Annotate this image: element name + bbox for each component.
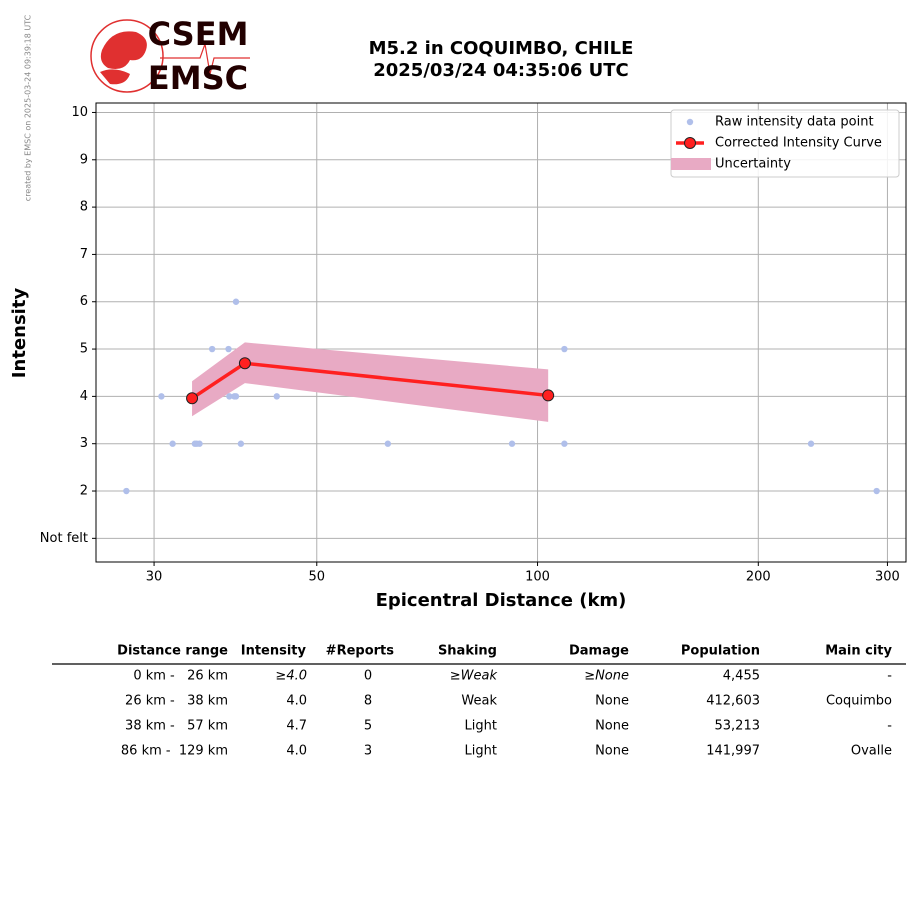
curve-point xyxy=(186,392,199,405)
y-tick-label: 3 xyxy=(80,436,88,451)
y-tick-label: 4 xyxy=(80,389,88,404)
table-cell: ≥Weak xyxy=(450,669,498,684)
x-tick-label: 300 xyxy=(875,570,900,585)
curve-point xyxy=(542,389,555,402)
table-header: Population xyxy=(681,644,760,659)
y-axis-label: Intensity xyxy=(9,288,30,379)
y-tick-label: 7 xyxy=(80,247,88,262)
table-cell: 4.0 xyxy=(286,694,307,709)
raw-point xyxy=(561,440,568,447)
logo-wave xyxy=(160,41,250,75)
legend-symbol xyxy=(671,158,711,170)
table-cell: 0 xyxy=(364,669,372,684)
table-cell: 53,213 xyxy=(715,719,761,734)
logo-ring xyxy=(90,19,164,93)
chart-title: M5.2 in COQUIMBO, CHILE xyxy=(369,38,634,59)
table-cell: Light xyxy=(465,744,497,759)
legend-symbol xyxy=(684,137,696,149)
raw-point xyxy=(384,440,392,447)
chart-subtitle: 2025/03/24 04:35:06 UTC xyxy=(373,60,629,81)
table-cell: 8 xyxy=(364,694,372,709)
table-cell: 4.0 xyxy=(286,744,307,759)
x-tick-label: 30 xyxy=(146,570,163,585)
raw-point xyxy=(232,298,240,305)
table-cell: 412,603 xyxy=(706,694,760,709)
x-axis-label: Epicentral Distance (km) xyxy=(376,590,627,611)
table-cell: 4,455 xyxy=(723,669,760,684)
table-cell: 38 km - 57 km xyxy=(125,719,228,734)
table-cell: Coquimbo xyxy=(826,694,892,709)
x-tick-label: 50 xyxy=(308,570,325,585)
plot-frame xyxy=(95,102,907,563)
table-cell: 0 km - 26 km xyxy=(133,669,228,684)
legend-label: Corrected Intensity Curve xyxy=(715,136,882,151)
logo: CSEM EMSC xyxy=(90,15,250,97)
y-tick-label: 6 xyxy=(80,294,88,309)
raw-point xyxy=(123,487,130,495)
raw-point xyxy=(508,440,516,447)
table-cell: 86 km - 129 km xyxy=(121,744,228,759)
logo-map xyxy=(100,31,147,85)
y-tick-label: 8 xyxy=(80,200,88,215)
y-tick-label: 2 xyxy=(80,484,88,499)
raw-point xyxy=(226,393,233,400)
table-cell: None xyxy=(595,719,629,734)
table-header: Main city xyxy=(825,644,892,659)
legend-label: Uncertainty xyxy=(715,157,791,172)
table-cell: Ovalle xyxy=(851,744,892,759)
table-header: Damage xyxy=(569,644,629,659)
raw-point xyxy=(873,487,880,495)
raw-point xyxy=(273,393,280,400)
table-cell: - xyxy=(887,669,892,684)
raw-point xyxy=(561,345,568,353)
table-cell: None xyxy=(595,694,629,709)
table-cell: 3 xyxy=(364,744,372,759)
logo-top: CSEM xyxy=(148,15,249,53)
table-cell: ≥4.0 xyxy=(275,669,307,684)
logo-bottom: EMSC xyxy=(148,59,248,97)
table-cell: Light xyxy=(465,719,497,734)
y-tick-label: Not felt xyxy=(40,531,88,546)
table-cell: 26 km - 38 km xyxy=(125,694,228,709)
y-tick-label: 5 xyxy=(80,342,88,357)
raw-point xyxy=(232,393,240,400)
table-header: Shaking xyxy=(438,644,497,659)
legend-label: Raw intensity data point xyxy=(715,115,874,130)
x-tick-label: 200 xyxy=(746,570,771,585)
raw-point xyxy=(237,440,245,447)
table-cell: 5 xyxy=(364,719,372,734)
uncertainty-band xyxy=(192,342,549,422)
table-cell: ≥None xyxy=(584,669,629,684)
raw-point xyxy=(169,440,176,447)
raw-point xyxy=(208,345,216,353)
credit: created by EMSC on 2025-03-24 09:39:18 U… xyxy=(24,14,33,201)
raw-point xyxy=(158,393,165,400)
table-cell: 4.7 xyxy=(286,719,307,734)
table-header: #Reports xyxy=(326,644,395,659)
table-cell: 141,997 xyxy=(706,744,760,759)
table-header: Distance range xyxy=(117,644,228,659)
raw-point xyxy=(225,345,232,353)
raw-point xyxy=(807,440,815,447)
y-tick-label: 10 xyxy=(71,105,88,120)
y-tick-label: 9 xyxy=(80,152,88,167)
raw-point xyxy=(196,440,203,447)
curve-point xyxy=(238,357,251,370)
legend-symbol xyxy=(686,118,694,126)
x-tick-label: 100 xyxy=(525,570,550,585)
legend-box xyxy=(670,109,900,178)
table-cell: - xyxy=(887,719,892,734)
table-cell: None xyxy=(595,744,629,759)
table-header: Intensity xyxy=(241,644,307,659)
table-cell: Weak xyxy=(461,694,497,709)
